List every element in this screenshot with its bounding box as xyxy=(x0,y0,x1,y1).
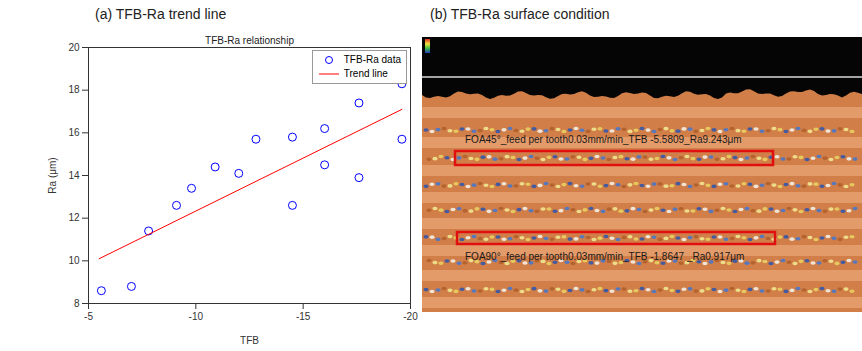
svg-text:FOA45°_feed per tooth0.03mm/mi: FOA45°_feed per tooth0.03mm/min_TFB -5.5… xyxy=(465,134,742,145)
svg-text:-15: -15 xyxy=(296,311,311,322)
svg-text:12: 12 xyxy=(68,212,80,223)
svg-text:8: 8 xyxy=(74,298,80,309)
svg-text:-20: -20 xyxy=(403,311,418,322)
svg-text:16: 16 xyxy=(68,127,80,138)
html-text:Trend line: Trend line xyxy=(343,68,388,79)
svg-text:TFB-Ra relationship: TFB-Ra relationship xyxy=(205,35,294,46)
svg-text:-10: -10 xyxy=(189,311,204,322)
html-text:(b) TFB-Ra surface condition: (b) TFB-Ra surface condition xyxy=(430,6,610,22)
svg-text:14: 14 xyxy=(68,170,80,181)
html-text:(a) TFB-Ra trend line: (a) TFB-Ra trend line xyxy=(95,6,227,22)
svg-text:20: 20 xyxy=(68,42,80,53)
svg-text:18: 18 xyxy=(68,84,80,95)
html-text:TFB-Ra data: TFB-Ra data xyxy=(343,54,401,65)
svg-text:Ra (μm): Ra (μm) xyxy=(47,157,58,193)
svg-text:TFB: TFB xyxy=(240,335,259,346)
svg-text:-5: -5 xyxy=(84,311,93,322)
svg-text:FOA90°_feed per tooth0.03mm/mi: FOA90°_feed per tooth0.03mm/min_TFB -1.8… xyxy=(465,251,744,262)
svg-text:10: 10 xyxy=(68,255,80,266)
